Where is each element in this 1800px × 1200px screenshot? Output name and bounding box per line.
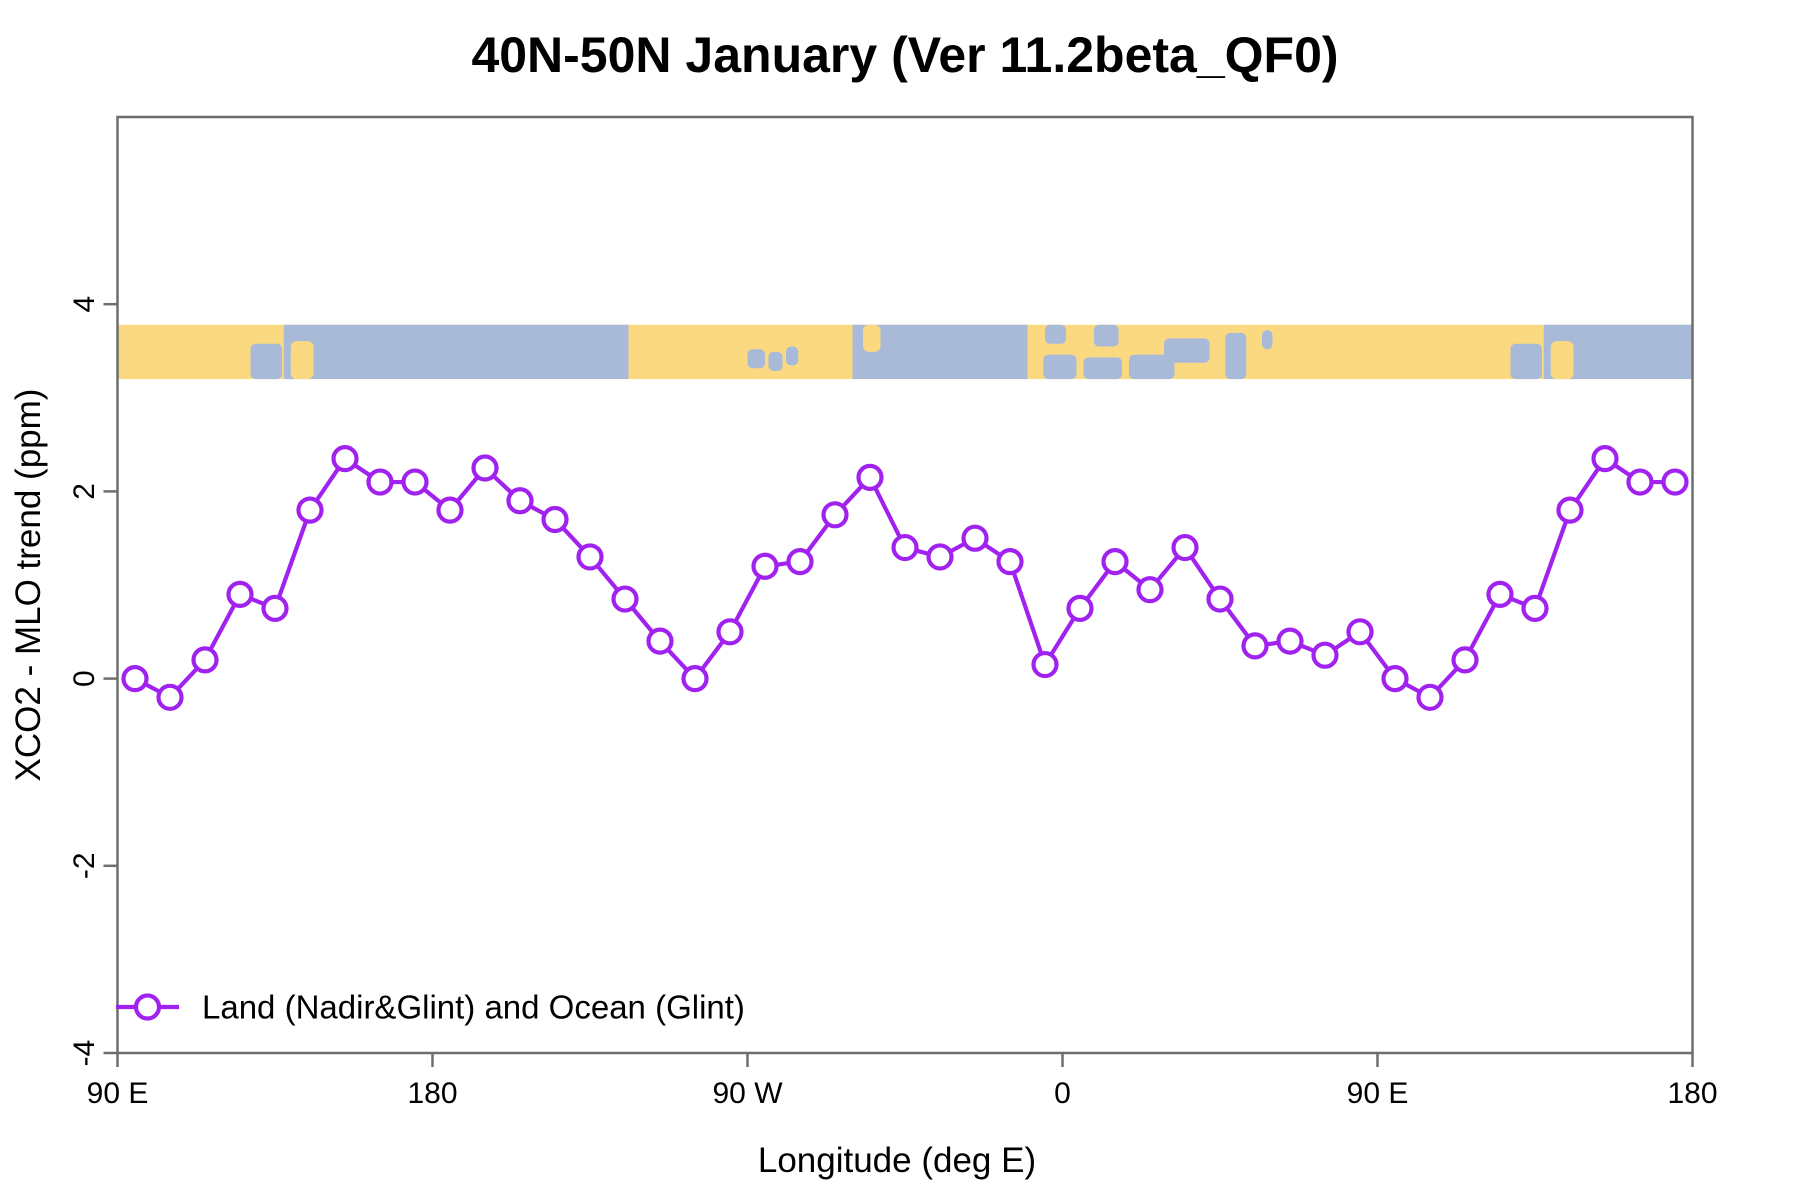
data-point: [1171, 533, 1199, 562]
data-point: [856, 463, 884, 491]
x-tick-label: 180: [1667, 1077, 1717, 1110]
data-point: [191, 646, 219, 674]
x-axis-title: Longitude (deg E): [758, 1141, 1036, 1180]
y-tick-label: 0: [68, 670, 101, 687]
data-point: [401, 468, 429, 496]
map-island: [290, 341, 314, 380]
data-point: [471, 454, 499, 482]
data-point: [1031, 650, 1059, 679]
data-point: [1206, 585, 1234, 613]
map-ocean: [852, 324, 1028, 380]
data-point: [611, 585, 639, 613]
data-point: [121, 664, 149, 693]
x-tick-label: 180: [407, 1077, 457, 1110]
y-tick-label: 2: [68, 483, 101, 500]
map-sea: [1164, 338, 1210, 363]
data-point: [821, 501, 849, 529]
legend: Land (Nadir&Glint) and Ocean (Glint): [116, 989, 745, 1026]
data-point: [331, 445, 359, 473]
data-point: [786, 547, 814, 576]
data-point: [1626, 468, 1654, 496]
y-axis: -4 -2 0 2 4: [68, 296, 118, 1066]
y-tick-label: -4: [68, 1040, 101, 1067]
data-point: [1451, 646, 1479, 674]
data-point: [681, 664, 709, 693]
data-point: [1556, 496, 1584, 524]
data-point: [1066, 594, 1094, 623]
map-sea: [1094, 324, 1119, 347]
data-point: [1311, 641, 1339, 669]
map-sea: [1043, 354, 1077, 380]
data-point: [1346, 618, 1374, 646]
data-point: [156, 683, 184, 711]
data-point: [926, 543, 954, 571]
data-point: [1416, 683, 1444, 711]
data-point: [576, 543, 604, 571]
data-point: [436, 496, 464, 524]
y-tick-label: -2: [68, 852, 101, 879]
data-point: [1276, 627, 1304, 655]
map-island: [863, 324, 881, 352]
x-axis: 90 E 180 90 W 0 90 E 180: [87, 1053, 1718, 1110]
data-point: [1521, 594, 1549, 623]
x-tick-label: 90 E: [87, 1077, 149, 1110]
map-sea: [250, 343, 282, 380]
data-point: [541, 505, 569, 534]
data-series: [121, 445, 1689, 711]
data-point: [1381, 664, 1409, 693]
map-sea: [747, 349, 765, 369]
data-point: [1591, 445, 1619, 473]
map-sea: [768, 351, 783, 371]
data-point: [996, 547, 1024, 576]
data-point: [1241, 632, 1269, 660]
data-point: [1101, 547, 1129, 576]
map-sea: [1045, 324, 1066, 344]
data-point: [751, 552, 779, 580]
data-point: [716, 618, 744, 646]
x-tick-label: 0: [1054, 1077, 1071, 1110]
legend-label: Land (Nadir&Glint) and Ocean (Glint): [202, 989, 745, 1026]
data-point: [891, 533, 919, 562]
data-point: [261, 594, 289, 623]
map-sea: [1225, 332, 1247, 380]
series-line: [132, 456, 1678, 700]
x-tick-label: 90 W: [712, 1077, 783, 1110]
map-island: [1550, 341, 1574, 380]
world-map-strip: [117, 324, 1693, 380]
data-point: [646, 627, 674, 655]
data-point: [961, 524, 989, 552]
map-sea: [1510, 343, 1542, 380]
map-sea: [1262, 330, 1273, 350]
data-point: [1136, 576, 1164, 604]
x-tick-label: 90 E: [1347, 1077, 1409, 1110]
data-point: [366, 468, 394, 496]
plot-frame: [116, 115, 1694, 1055]
data-point: [506, 487, 534, 515]
y-axis-title: XCO2 - MLO trend (ppm): [9, 389, 48, 782]
y-tick-label: 4: [68, 296, 101, 313]
data-point: [1661, 468, 1689, 496]
data-point: [1486, 580, 1514, 608]
map-ocean: [283, 324, 629, 380]
data-point: [296, 496, 324, 524]
map-sea: [1129, 354, 1175, 380]
legend-marker: [133, 993, 162, 1021]
data-point: [226, 580, 254, 608]
map-sea: [786, 346, 799, 366]
chart-title: 40N-50N January (Ver 11.2beta_QF0): [471, 27, 1338, 83]
map-sea: [1083, 357, 1122, 380]
